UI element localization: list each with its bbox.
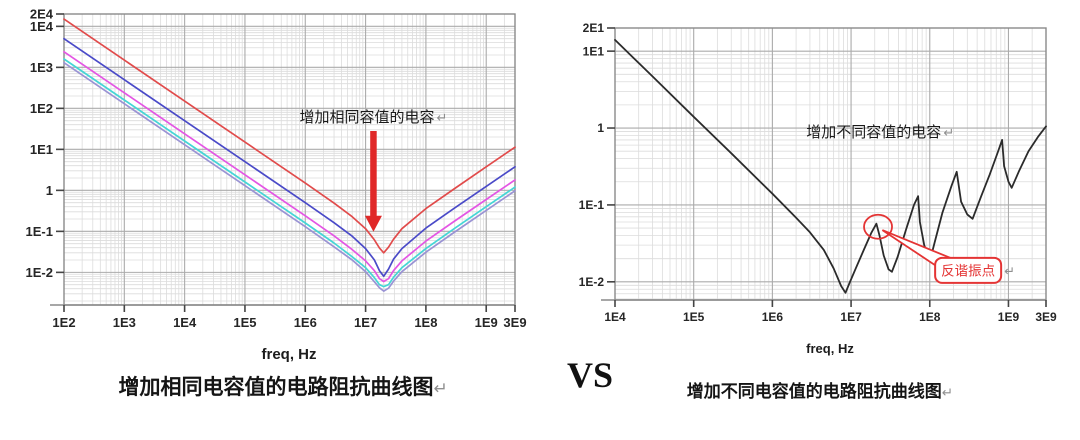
left-ytick-label: 1E2 bbox=[30, 101, 53, 116]
left-curve-1 bbox=[63, 18, 516, 254]
callout-box bbox=[934, 256, 1003, 284]
right-ytick-label: 1 bbox=[597, 121, 604, 135]
left-chart-caption: 增加相同电容值的电路阻抗曲线图↵ bbox=[118, 371, 447, 401]
left-xtick-label: 1E7 bbox=[354, 315, 377, 330]
left-curve-3 bbox=[63, 50, 516, 283]
right-xtick-label: 3E9 bbox=[1035, 310, 1057, 324]
red-arrow-head-icon bbox=[364, 215, 382, 232]
left-ytick-label: 1E3 bbox=[30, 60, 53, 75]
callout-return-icon: ↵ bbox=[1004, 263, 1015, 278]
left-xtick-label: 1E5 bbox=[233, 315, 256, 330]
right-annotation-label: 增加不同容值的电容 ↵ bbox=[806, 124, 954, 141]
left-curve-4 bbox=[63, 58, 516, 288]
left-series bbox=[63, 18, 516, 292]
right-ytick-label: 1E-2 bbox=[579, 275, 605, 289]
left-xtick-label: 1E6 bbox=[294, 315, 317, 330]
right-grid-major bbox=[615, 28, 1046, 300]
right-xtick-label: 1E9 bbox=[998, 310, 1020, 324]
right-xtick-label: 1E5 bbox=[683, 310, 705, 324]
left-curve-2 bbox=[63, 37, 516, 278]
left-ytick-label: 1E1 bbox=[30, 142, 53, 157]
right-annotations: 增加不同容值的电容 ↵ 反谐振点 ↵ bbox=[806, 124, 1015, 284]
right-xaxis-title: freq, Hz bbox=[806, 341, 854, 356]
left-annotations: 增加相同容值的电容 ↵ bbox=[299, 109, 447, 232]
left-xaxis-title: freq, Hz bbox=[261, 346, 316, 363]
right-curve-1 bbox=[614, 39, 1047, 294]
left-ytick-label: 1E-1 bbox=[26, 224, 53, 239]
right-ticks: 2E1 1E1 1 1E-1 1E-2 1E4 1E5 1E6 1E7 1E8 1E9 3E9 freq… bbox=[579, 21, 1057, 356]
vs-label: VS bbox=[566, 355, 614, 395]
left-xtick-label: 1E8 bbox=[414, 315, 437, 330]
anti-resonance-circle-icon bbox=[863, 213, 893, 240]
left-xtick-label: 1E3 bbox=[113, 315, 136, 330]
left-caption-text: 增加相同电容值的电路阻抗曲线图 bbox=[118, 376, 434, 399]
right-xtick-label: 1E7 bbox=[840, 310, 862, 324]
left-grid-major bbox=[64, 14, 515, 305]
right-caption-text: 增加不同电容值的电路阻抗曲线图 bbox=[686, 382, 942, 401]
right-chart-caption: 增加不同电容值的电路阻抗曲线图↵ bbox=[687, 377, 953, 402]
right-series bbox=[614, 39, 1047, 294]
left-ytick-label: 1E-2 bbox=[26, 265, 53, 280]
right-ytick-label: 1E-1 bbox=[579, 198, 605, 212]
left-caption-return-icon: ↵ bbox=[433, 379, 448, 398]
right-caption-return-icon: ↵ bbox=[941, 385, 954, 400]
left-xtick-label: 1E2 bbox=[52, 315, 75, 330]
left-frame bbox=[50, 13, 516, 306]
left-annotation-label: 增加相同容值的电容 ↵ bbox=[299, 109, 447, 126]
left-ytick-label: 1 bbox=[46, 183, 53, 198]
left-ytick-label: 1E4 bbox=[30, 19, 54, 34]
right-xtick-label: 1E6 bbox=[762, 310, 784, 324]
left-xtick-label: 1E4 bbox=[173, 315, 197, 330]
right-ytick-label: 1E1 bbox=[583, 44, 605, 58]
right-impedance-chart: 2E1 1E1 1 1E-1 1E-2 1E4 1E5 1E6 1E7 1E8 1E9 3E9 freq… bbox=[579, 21, 1057, 356]
left-grid-minor bbox=[64, 14, 515, 305]
right-ytick-label: 2E1 bbox=[583, 21, 605, 35]
left-xtick-label: 1E9 bbox=[475, 315, 498, 330]
right-xtick-label: 1E4 bbox=[604, 310, 626, 324]
callout-text: 反谐振点 bbox=[941, 263, 995, 278]
left-xtick-label: 3E9 bbox=[503, 315, 526, 330]
left-ytick-label: 2E4 bbox=[30, 7, 54, 22]
right-xtick-label: 1E8 bbox=[919, 310, 941, 324]
left-curve-5 bbox=[63, 61, 516, 292]
right-frame bbox=[601, 27, 1047, 301]
